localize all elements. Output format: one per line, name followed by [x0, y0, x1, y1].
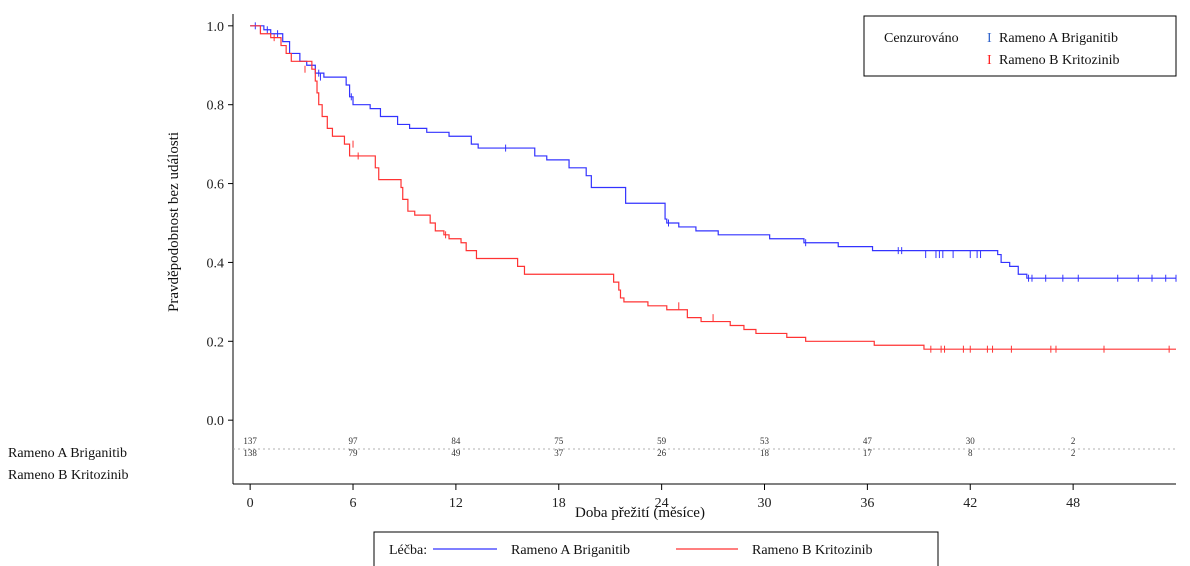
y-tick-label: 0.4 [207, 256, 225, 271]
risk-count: 49 [451, 448, 461, 458]
series-layer [250, 22, 1177, 353]
censor-symbol-a: I [987, 31, 992, 46]
risk-count: 2 [1071, 448, 1076, 458]
risk-count: 79 [349, 448, 359, 458]
treatment-legend-entry-b: Rameno B Kritozinib [752, 543, 873, 558]
risk-table: 137 97 84 75 59 53 47 30 2 138 79 49 37 26 18 17 8 2 [233, 436, 1176, 458]
censor-legend-entry-a: Rameno A Briganitib [999, 31, 1118, 46]
censor-legend-label: Cenzurováno [884, 31, 959, 46]
risk-count: 30 [966, 436, 976, 446]
x-tick-label: 42 [963, 496, 977, 511]
y-tick-label: 0.0 [207, 414, 225, 429]
x-tick-label: 24 [655, 496, 669, 511]
axes-layer: 0.0 0.2 0.4 0.6 0.8 1.0 0 6 12 18 24 30 36 42 48 [207, 14, 1176, 511]
y-tick-label: 0.6 [207, 178, 225, 193]
y-axis-title: Pravděpodobnost bez události [166, 132, 182, 312]
risk-count: 18 [760, 448, 770, 458]
risk-count: 84 [451, 436, 461, 446]
x-tick-label: 36 [860, 496, 874, 511]
risk-count: 8 [968, 448, 973, 458]
risk-count: 53 [760, 436, 770, 446]
risk-count: 26 [657, 448, 667, 458]
y-tick-label: 1.0 [207, 20, 225, 35]
x-tick-label: 30 [758, 496, 772, 511]
censor-symbol-b: I [987, 53, 992, 68]
km-curve-a [250, 25, 1176, 279]
treatment-legend: Léčba: Rameno A Briganitib Rameno B Krit… [373, 531, 939, 566]
km-curve-b [250, 25, 1176, 350]
risk-count: 47 [863, 436, 873, 446]
censor-legend: Cenzurováno I Rameno A Briganitib I Rame… [863, 15, 1177, 77]
y-tick-label: 0.8 [207, 99, 225, 114]
risk-row-label-b: Rameno B Kritozinib [8, 468, 129, 483]
censor-legend-entry-b: Rameno B Kritozinib [999, 53, 1120, 68]
x-tick-label: 18 [552, 496, 566, 511]
risk-count: 2 [1071, 436, 1076, 446]
risk-count: 59 [657, 436, 667, 446]
x-tick-label: 6 [350, 496, 357, 511]
risk-count: 17 [863, 448, 873, 458]
risk-row-label-a: Rameno A Briganitib [8, 446, 127, 461]
risk-count: 37 [554, 448, 564, 458]
risk-count: 97 [349, 436, 359, 446]
risk-count: 138 [243, 448, 257, 458]
treatment-legend-entry-a: Rameno A Briganitib [511, 543, 630, 558]
x-tick-label: 12 [449, 496, 463, 511]
risk-count: 75 [554, 436, 564, 446]
treatment-legend-label: Léčba: [389, 543, 427, 558]
risk-count: 137 [243, 436, 257, 446]
x-tick-label: 48 [1066, 496, 1080, 511]
y-tick-label: 0.2 [207, 335, 225, 350]
x-axis-title: Doba přežití (měsíce) [575, 505, 705, 521]
x-tick-label: 0 [247, 496, 254, 511]
